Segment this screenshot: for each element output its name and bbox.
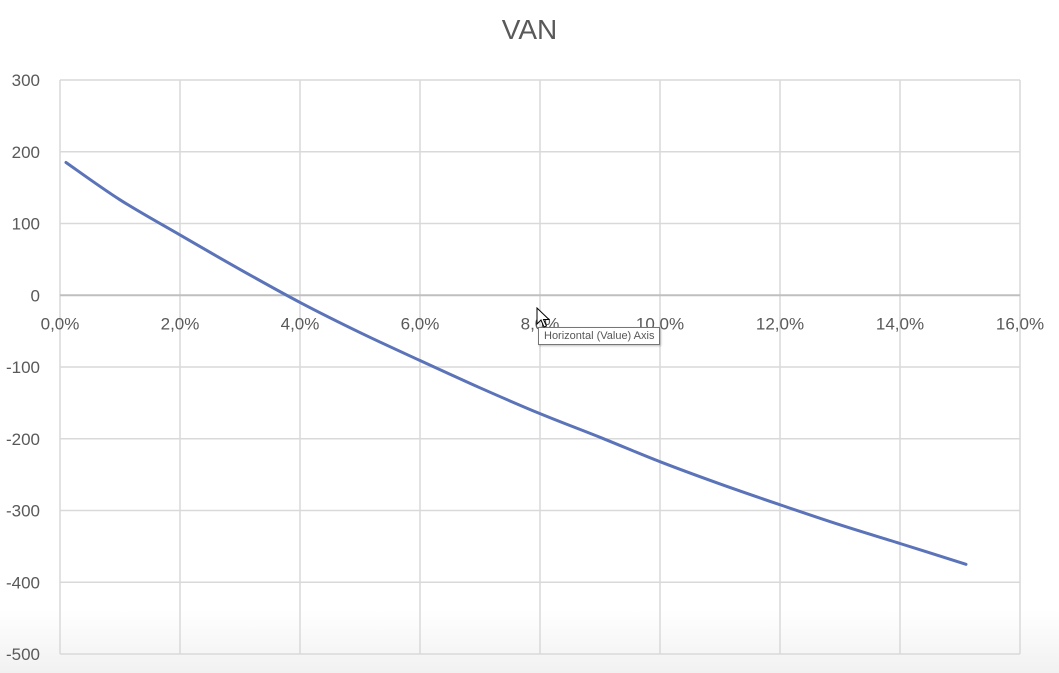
- y-axis-ticks[interactable]: 300 200 100 0 -100 -200 -300 -400 -500: [6, 71, 40, 664]
- y-tick-label: -300: [6, 502, 40, 521]
- chart-title[interactable]: VAN: [501, 14, 558, 45]
- y-tick-label: -100: [6, 358, 40, 377]
- data-point[interactable]: [898, 542, 902, 546]
- data-point[interactable]: [478, 386, 482, 390]
- y-tick-label: -400: [6, 573, 40, 592]
- data-point[interactable]: [778, 503, 782, 507]
- y-tick-label: 300: [12, 71, 40, 90]
- data-point[interactable]: [418, 359, 422, 363]
- y-tick-label: -200: [6, 430, 40, 449]
- y-tick-label: 0: [31, 286, 40, 305]
- data-point[interactable]: [838, 523, 842, 527]
- x-tick-label: 16,0%: [996, 314, 1044, 333]
- data-point[interactable]: [298, 300, 302, 304]
- data-point[interactable]: [964, 562, 968, 566]
- x-tick-label: 2,0%: [161, 314, 200, 333]
- grid-lines: [59, 79, 1021, 655]
- x-tick-label: 14,0%: [876, 314, 924, 333]
- y-tick-label: -500: [6, 645, 40, 664]
- y-tick-label: 200: [12, 143, 40, 162]
- y-tick-label: 100: [12, 215, 40, 234]
- x-tick-label: 0,0%: [41, 314, 80, 333]
- data-point[interactable]: [178, 233, 182, 237]
- data-point[interactable]: [538, 412, 542, 416]
- data-point[interactable]: [658, 460, 662, 464]
- series-layer[interactable]: [64, 161, 968, 567]
- data-point[interactable]: [598, 435, 602, 439]
- data-point[interactable]: [718, 482, 722, 486]
- series-line[interactable]: [64, 161, 968, 566]
- x-tick-label: 4,0%: [281, 314, 320, 333]
- data-point[interactable]: [64, 161, 68, 165]
- data-point[interactable]: [358, 331, 362, 335]
- data-point[interactable]: [238, 267, 242, 271]
- x-tick-label: 12,0%: [756, 314, 804, 333]
- data-point[interactable]: [118, 198, 122, 202]
- x-tick-label: 6,0%: [401, 314, 440, 333]
- axis-tooltip: Horizontal (Value) Axis: [538, 327, 661, 345]
- mouse-pointer-icon: [536, 307, 550, 328]
